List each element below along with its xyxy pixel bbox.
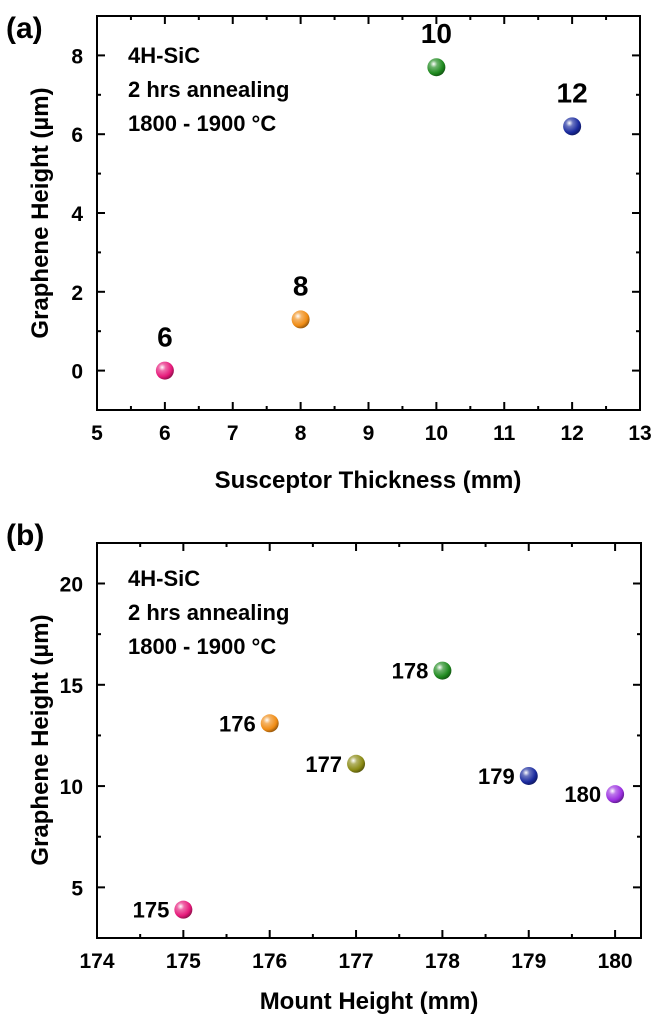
- y-tick-label: 8: [71, 45, 83, 68]
- x-tick-label: 180: [598, 950, 633, 973]
- data-point-label: 10: [421, 18, 452, 49]
- data-point-label: 179: [478, 764, 515, 789]
- y-tick-label: 4: [71, 203, 83, 226]
- panel-b: (b) 4H-SiC 2 hrs annealing 1800 - 1900 °…: [6, 519, 642, 1015]
- data-point-label: 177: [305, 752, 342, 777]
- data-point: [155, 361, 174, 380]
- panel-a-tick-labels: 5 6 7 8 9 10 11 12 13 0 2 4 6 8: [71, 45, 651, 445]
- x-tick-label: 10: [425, 422, 448, 445]
- panel-b-x-axis-title: Mount Height (mm): [260, 988, 479, 1015]
- data-point: [427, 58, 446, 77]
- panel-b-plot-frame: [96, 542, 642, 939]
- data-point-label: 178: [392, 659, 429, 684]
- panel-a-y-axis-title: Graphene Height (µm): [27, 87, 54, 338]
- x-tick-label: 11: [493, 422, 516, 445]
- x-tick-label: 7: [227, 422, 239, 445]
- panel-a-label: (a): [6, 12, 43, 45]
- x-tick-label: 9: [363, 422, 375, 445]
- panel-a-annotation-line-1: 4H-SiC: [128, 43, 200, 68]
- data-point-label: 176: [219, 711, 256, 736]
- data-point: [606, 785, 625, 804]
- panel-a-plot-frame: [96, 15, 641, 411]
- x-tick-label: 174: [79, 950, 114, 973]
- panel-b-annotation-line-3: 1800 - 1900 °C: [128, 634, 276, 659]
- data-point-label: 12: [557, 77, 588, 108]
- y-tick-label: 10: [60, 776, 83, 799]
- panel-a-x-axis-title: Susceptor Thickness (mm): [215, 467, 522, 494]
- data-point: [174, 900, 193, 919]
- panel-a-ticks: [96, 15, 641, 411]
- x-tick-label: 178: [425, 950, 460, 973]
- data-point-label: 6: [157, 322, 173, 353]
- panel-a-annotation-line-3: 1800 - 1900 °C: [128, 111, 276, 136]
- panel-a: (a) 4H-SiC 2 hrs annealing 1800 - 1900 °…: [6, 12, 651, 494]
- data-point: [260, 714, 279, 733]
- y-tick-label: 5: [71, 877, 83, 900]
- y-tick-label: 6: [71, 124, 83, 147]
- panel-b-label: (b): [6, 519, 44, 552]
- panel-b-points: [174, 661, 625, 919]
- panel-b-annotation-line-2: 2 hrs annealing: [128, 600, 289, 625]
- data-point: [347, 754, 366, 773]
- data-point-label: 180: [564, 782, 601, 807]
- panel-b-y-axis-title: Graphene Height (µm): [27, 614, 54, 865]
- y-tick-label: 0: [71, 361, 83, 384]
- data-point-label: 175: [133, 898, 170, 923]
- x-tick-label: 175: [166, 950, 201, 973]
- x-tick-label: 6: [159, 422, 171, 445]
- panel-b-annotation-line-1: 4H-SiC: [128, 566, 200, 591]
- data-point: [563, 117, 582, 136]
- y-tick-label: 20: [60, 574, 83, 597]
- x-tick-label: 5: [91, 422, 103, 445]
- x-tick-label: 176: [252, 950, 287, 973]
- panel-a-annotation-line-2: 2 hrs annealing: [128, 77, 289, 102]
- panel-b-point-labels: 175 176 177 178 179 180: [133, 659, 601, 923]
- x-tick-label: 179: [511, 950, 546, 973]
- panel-a-points: [155, 58, 582, 380]
- data-point: [519, 766, 538, 785]
- x-tick-label: 13: [628, 422, 651, 445]
- data-point-label: 8: [293, 270, 309, 301]
- panel-a-point-labels: 6 8 10 12: [157, 18, 588, 352]
- y-tick-label: 2: [71, 282, 83, 305]
- data-point: [433, 661, 452, 680]
- x-tick-label: 177: [339, 950, 374, 973]
- panel-b-tick-labels: 174 175 176 177 178 179 180 5 10 15 20: [60, 574, 633, 973]
- data-point: [291, 310, 310, 329]
- y-tick-label: 15: [60, 675, 84, 698]
- panel-b-ticks: [96, 543, 641, 939]
- x-tick-label: 8: [295, 422, 307, 445]
- x-tick-label: 12: [560, 422, 583, 445]
